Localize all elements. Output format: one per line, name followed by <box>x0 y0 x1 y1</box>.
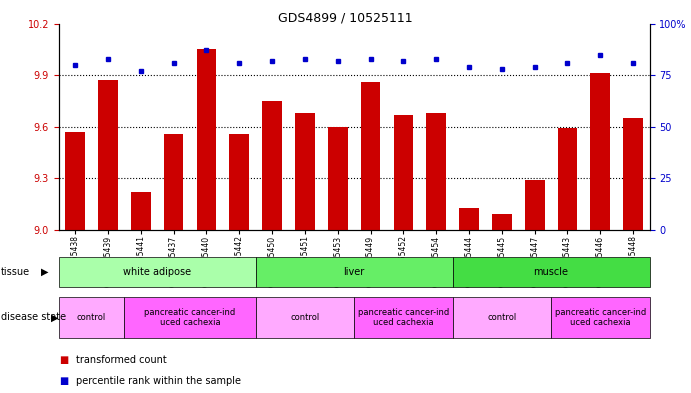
Text: pancreatic cancer-ind
uced cachexia: pancreatic cancer-ind uced cachexia <box>144 308 236 327</box>
Text: percentile rank within the sample: percentile rank within the sample <box>76 376 241 386</box>
Bar <box>98 80 117 230</box>
Text: pancreatic cancer-ind
uced cachexia: pancreatic cancer-ind uced cachexia <box>358 308 449 327</box>
Text: ▶: ▶ <box>41 267 48 277</box>
Bar <box>393 115 413 230</box>
Bar <box>328 127 348 230</box>
Bar <box>590 73 610 230</box>
Text: muscle: muscle <box>533 267 569 277</box>
Bar <box>164 134 183 230</box>
Text: tissue: tissue <box>1 267 30 277</box>
Bar <box>623 118 643 230</box>
Text: transformed count: transformed count <box>76 354 167 365</box>
Bar <box>524 180 545 230</box>
Text: liver: liver <box>343 267 365 277</box>
Bar <box>558 129 577 230</box>
Text: control: control <box>77 313 106 322</box>
Bar <box>65 132 85 230</box>
Text: pancreatic cancer-ind
uced cachexia: pancreatic cancer-ind uced cachexia <box>555 308 646 327</box>
Bar <box>459 208 479 230</box>
Bar <box>131 192 151 230</box>
Bar <box>196 50 216 230</box>
Text: ■: ■ <box>59 354 68 365</box>
Bar <box>262 101 282 230</box>
Bar <box>361 82 380 230</box>
Text: white adipose: white adipose <box>123 267 191 277</box>
Text: control: control <box>487 313 516 322</box>
Bar <box>295 113 314 230</box>
Bar <box>492 215 511 230</box>
Bar <box>229 134 249 230</box>
Text: GDS4899 / 10525111: GDS4899 / 10525111 <box>278 12 413 25</box>
Bar <box>426 113 446 230</box>
Text: ▶: ▶ <box>51 312 59 322</box>
Text: disease state: disease state <box>1 312 66 322</box>
Text: control: control <box>290 313 319 322</box>
Text: ■: ■ <box>59 376 68 386</box>
